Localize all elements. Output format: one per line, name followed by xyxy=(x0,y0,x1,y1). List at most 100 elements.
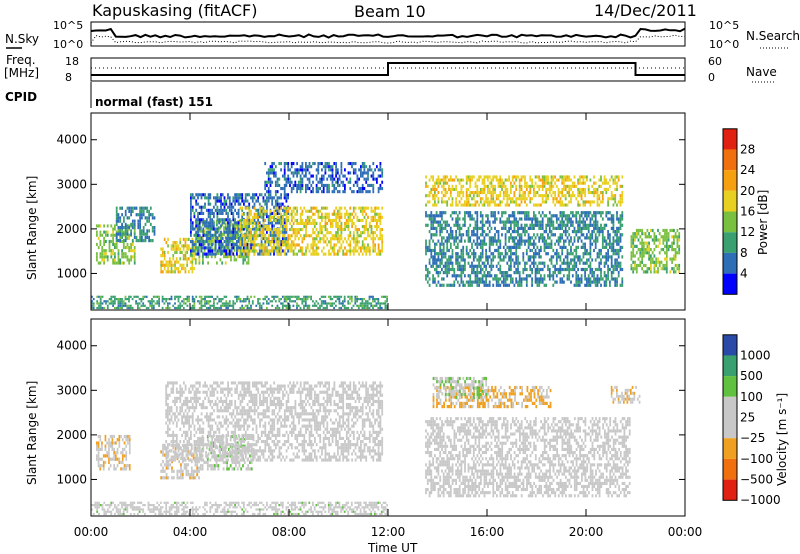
scatter-cell xyxy=(476,187,479,191)
scatter-cell xyxy=(130,229,132,233)
scatter-cell xyxy=(642,232,645,236)
scatter-cell xyxy=(515,280,518,284)
scatter-cell xyxy=(444,255,447,259)
scatter-cell xyxy=(351,190,353,194)
scatter-cell xyxy=(593,194,595,198)
scatter-cell xyxy=(209,236,212,240)
scatter-cell xyxy=(273,233,275,237)
scatter-cell xyxy=(511,175,514,179)
scatter-cell xyxy=(319,209,322,213)
scatter-cell xyxy=(186,250,188,254)
scatter-cell xyxy=(165,241,168,245)
scatter-cell xyxy=(458,267,461,272)
scatter-cell xyxy=(289,243,291,247)
scatter-cell xyxy=(317,252,320,256)
scatter-cell xyxy=(589,283,592,287)
scatter-cell xyxy=(221,249,224,253)
scatter-cell xyxy=(253,202,256,206)
scatter-cell xyxy=(564,255,567,259)
scatter-cell xyxy=(209,196,212,200)
scatter-cell xyxy=(212,235,215,240)
scatter-cell xyxy=(497,280,500,284)
scatter-cell xyxy=(426,267,429,272)
scatter-cell xyxy=(616,203,618,207)
scatter-cell xyxy=(326,243,329,247)
scatter-cell xyxy=(174,244,176,248)
scatter-cell xyxy=(146,232,149,236)
scatter-cell xyxy=(114,300,116,303)
scatter-cell xyxy=(442,175,445,179)
scatter-cell xyxy=(589,191,592,195)
scatter-cell xyxy=(282,243,284,247)
scatter-cell xyxy=(141,206,143,210)
scatter-cell xyxy=(251,236,254,240)
scatter-cell xyxy=(646,241,649,245)
scatter-cell xyxy=(245,235,248,240)
scatter-cell xyxy=(487,271,489,275)
scatter-cell xyxy=(453,239,456,243)
scatter-cell xyxy=(580,233,583,237)
scatter-cell xyxy=(504,178,507,182)
scatter-cell xyxy=(376,225,378,229)
scatter-cell xyxy=(520,226,523,230)
scatter-cell xyxy=(153,216,156,220)
scatter-cell xyxy=(344,215,346,219)
scatter-cell xyxy=(124,222,127,226)
scatter-cell xyxy=(600,191,602,195)
scatter-cell xyxy=(172,241,175,245)
scatter-cell xyxy=(437,258,440,262)
scatter-cell xyxy=(257,215,259,219)
scatter-cell xyxy=(234,208,236,212)
scatter-cell xyxy=(442,252,445,256)
scatter-cell xyxy=(372,234,375,238)
scatter-cell xyxy=(197,215,199,219)
scatter-cell xyxy=(96,242,98,246)
scatter-cell xyxy=(195,208,198,212)
scatter-cell xyxy=(614,230,617,234)
scatter-cell xyxy=(312,246,314,250)
scatter-cell xyxy=(303,237,306,241)
scatter-cell xyxy=(227,224,229,228)
scatter-cell xyxy=(531,184,533,188)
scatter-cell xyxy=(547,175,549,179)
scatter-cell xyxy=(573,175,576,179)
scatter-cell xyxy=(662,238,665,242)
scatter-cell xyxy=(160,247,162,251)
scatter-cell xyxy=(446,248,449,253)
scatter-cell xyxy=(204,240,206,244)
scatter-cell xyxy=(490,178,493,182)
scatter-cell xyxy=(278,234,281,238)
scatter-cell xyxy=(331,177,334,181)
scatter-cell xyxy=(280,252,283,256)
scatter-cell xyxy=(349,212,352,216)
scatter-cell xyxy=(488,248,491,253)
scatter-cell xyxy=(321,228,323,232)
scatter-cell xyxy=(352,249,355,253)
scatter-cell xyxy=(333,187,336,191)
scatter-cell xyxy=(266,196,268,200)
scatter-cell xyxy=(533,233,535,237)
scatter-cell xyxy=(642,270,645,274)
scatter-cell xyxy=(289,228,291,232)
scatter-cell xyxy=(460,258,463,262)
scatter-cell xyxy=(432,178,434,182)
scatter-cell xyxy=(358,187,360,191)
scatter-cell xyxy=(538,187,541,191)
scatter-cell xyxy=(232,230,235,234)
scatter-cell xyxy=(188,244,190,248)
scatter-cell xyxy=(479,187,482,191)
scatter-cell xyxy=(465,245,468,249)
scatter-cell xyxy=(232,304,235,307)
scatter-cell xyxy=(568,175,571,179)
scatter-cell xyxy=(462,252,465,256)
scatter-cell xyxy=(142,298,145,301)
scatter-cell xyxy=(287,234,290,238)
scatter-cell xyxy=(529,264,532,268)
scatter-cell xyxy=(253,234,256,238)
scatter-cell xyxy=(455,217,457,221)
scatter-cell xyxy=(517,283,519,287)
scatter-cell xyxy=(340,228,343,232)
scatter-cell xyxy=(278,231,281,235)
scatter-cell xyxy=(584,236,586,240)
